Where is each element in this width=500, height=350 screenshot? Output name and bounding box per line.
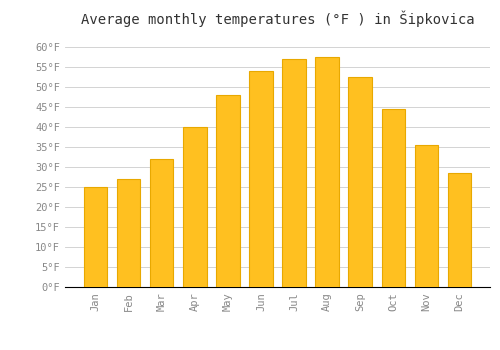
Bar (382, 109, 404, 287)
Bar (316, 57, 338, 287)
Bar (184, 127, 206, 287)
Bar (414, 145, 438, 287)
Bar (84, 187, 108, 287)
Bar (448, 173, 470, 287)
Bar (150, 159, 174, 287)
Bar (348, 77, 372, 287)
Bar (118, 179, 141, 287)
Title: Average monthly temperatures (°F ) in Šipkovica: Average monthly temperatures (°F ) in Ši… (80, 10, 474, 27)
Bar (216, 95, 240, 287)
Bar (250, 71, 272, 287)
Bar (282, 59, 306, 287)
